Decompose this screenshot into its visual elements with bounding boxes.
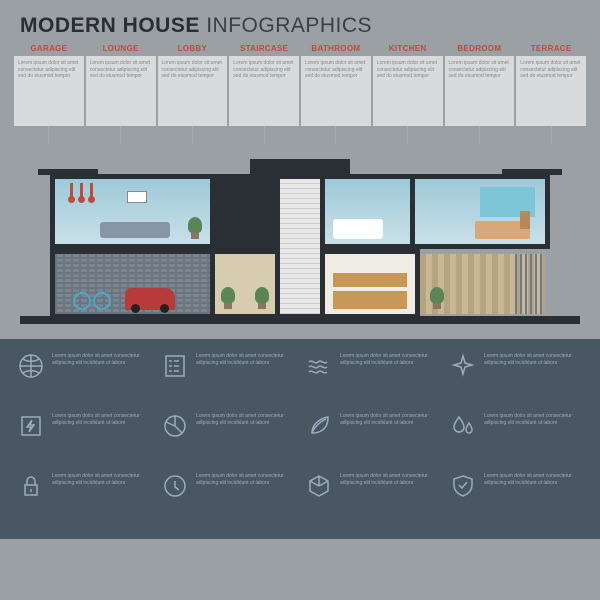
room-label: BATHROOM [311, 44, 360, 53]
feature-item: Lorem ipsum dolor sit amet consectetur a… [162, 353, 294, 405]
lock-icon [18, 473, 44, 499]
feature-text: Lorem ipsum dolor sit amet consectetur a… [52, 413, 150, 427]
feature-item: Lorem ipsum dolor sit amet consectetur a… [18, 413, 150, 465]
globe-icon [18, 353, 44, 379]
room-kitchen [325, 254, 415, 314]
pie-icon [162, 413, 188, 439]
room-bathroom [325, 179, 410, 244]
room-terrace [420, 254, 545, 314]
room-label: KITCHEN [389, 44, 427, 53]
feature-text: Lorem ipsum dolor sit amet consectetur a… [196, 413, 294, 427]
feature-item: Lorem ipsum dolor sit amet consectetur a… [18, 473, 150, 525]
room-bedroom [415, 179, 545, 244]
feature-grid: Lorem ipsum dolor sit amet consectetur a… [0, 339, 600, 539]
feature-item: Lorem ipsum dolor sit amet consectetur a… [162, 413, 294, 465]
room-staircase [280, 179, 320, 314]
feature-text: Lorem ipsum dolor sit amet consectetur a… [484, 473, 582, 487]
room-callout: BATHROOM Lorem ipsum dolor sit amet cons… [301, 44, 371, 144]
feature-text: Lorem ipsum dolor sit amet consectetur a… [340, 353, 438, 367]
room-callout: LOBBY Lorem ipsum dolor sit amet consect… [158, 44, 228, 144]
room-lobby [215, 254, 275, 314]
room-callout: GARAGE Lorem ipsum dolor sit amet consec… [14, 44, 84, 144]
room-callout: BEDROOM Lorem ipsum dolor sit amet conse… [445, 44, 515, 144]
room-callout: LOUNGE Lorem ipsum dolor sit amet consec… [86, 44, 156, 144]
feature-text: Lorem ipsum dolor sit amet consectetur a… [340, 473, 438, 487]
room-garage [55, 254, 210, 314]
room-description: Lorem ipsum dolor sit amet consectetur a… [229, 56, 299, 126]
checklist-icon [162, 353, 188, 379]
feature-item: Lorem ipsum dolor sit amet consectetur a… [450, 353, 582, 405]
feature-item: Lorem ipsum dolor sit amet consectetur a… [306, 473, 438, 525]
feature-item: Lorem ipsum dolor sit amet consectetur a… [306, 413, 438, 465]
house-illustration [0, 139, 600, 339]
room-callout: KITCHEN Lorem ipsum dolor sit amet conse… [373, 44, 443, 144]
room-callout: STAIRCASE Lorem ipsum dolor sit amet con… [229, 44, 299, 144]
feature-item: Lorem ipsum dolor sit amet consectetur a… [162, 473, 294, 525]
room-callouts: GARAGE Lorem ipsum dolor sit amet consec… [0, 44, 600, 144]
title-bold: MODERN HOUSE [20, 14, 200, 37]
room-label: LOUNGE [103, 44, 139, 53]
room-description: Lorem ipsum dolor sit amet consectetur a… [445, 56, 515, 126]
hex-icon [306, 473, 332, 499]
room-label: LOBBY [178, 44, 208, 53]
drops-icon [450, 413, 476, 439]
feature-item: Lorem ipsum dolor sit amet consectetur a… [450, 413, 582, 465]
feature-item: Lorem ipsum dolor sit amet consectetur a… [306, 353, 438, 405]
shield-icon [450, 473, 476, 499]
room-label: GARAGE [30, 44, 67, 53]
feature-item: Lorem ipsum dolor sit amet consectetur a… [18, 353, 150, 405]
feature-text: Lorem ipsum dolor sit amet consectetur a… [196, 473, 294, 487]
waves-icon [306, 353, 332, 379]
room-label: BEDROOM [457, 44, 501, 53]
room-description: Lorem ipsum dolor sit amet consectetur a… [373, 56, 443, 126]
feature-text: Lorem ipsum dolor sit amet consectetur a… [484, 353, 582, 367]
feature-item: Lorem ipsum dolor sit amet consectetur a… [450, 473, 582, 525]
room-description: Lorem ipsum dolor sit amet consectetur a… [158, 56, 228, 126]
feature-text: Lorem ipsum dolor sit amet consectetur a… [340, 413, 438, 427]
room-label: STAIRCASE [240, 44, 288, 53]
page-title: MODERN HOUSE INFOGRAPHICS [0, 0, 600, 44]
room-lounge [55, 179, 210, 244]
feature-text: Lorem ipsum dolor sit amet consectetur a… [484, 413, 582, 427]
leaf-icon [306, 413, 332, 439]
room-description: Lorem ipsum dolor sit amet consectetur a… [301, 56, 371, 126]
room-callout: TERRACE Lorem ipsum dolor sit amet conse… [516, 44, 586, 144]
room-description: Lorem ipsum dolor sit amet consectetur a… [14, 56, 84, 126]
clock-icon [162, 473, 188, 499]
feature-text: Lorem ipsum dolor sit amet consectetur a… [52, 353, 150, 367]
room-description: Lorem ipsum dolor sit amet consectetur a… [516, 56, 586, 126]
sparkle-icon [450, 353, 476, 379]
feature-text: Lorem ipsum dolor sit amet consectetur a… [52, 473, 150, 487]
room-description: Lorem ipsum dolor sit amet consectetur a… [86, 56, 156, 126]
bolt-icon [18, 413, 44, 439]
feature-text: Lorem ipsum dolor sit amet consectetur a… [196, 353, 294, 367]
room-label: TERRACE [531, 44, 572, 53]
title-light: INFOGRAPHICS [206, 14, 372, 37]
